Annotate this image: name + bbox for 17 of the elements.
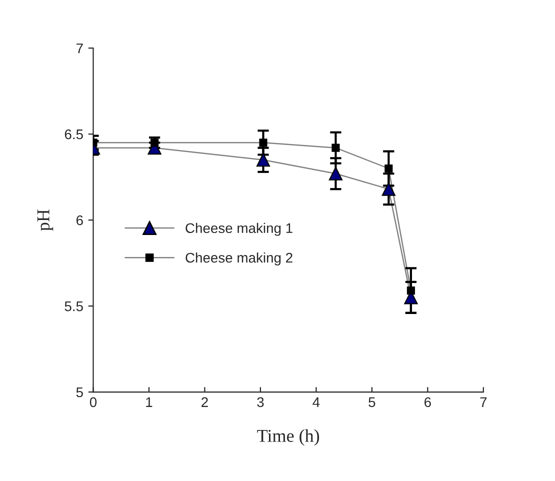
legend-label: Cheese making 2: [186, 252, 292, 266]
x-tick-label: 7: [480, 397, 487, 407]
x-tick-label: 1: [146, 397, 152, 407]
y-tick-label: 6.5: [64, 129, 83, 140]
y-tick-label: 5: [76, 387, 83, 398]
y-tick-label: 6: [76, 215, 83, 226]
x-tick-label: 0: [90, 397, 97, 408]
x-tick-label: 4: [312, 397, 320, 407]
y-axis-title: pH: [37, 210, 54, 231]
x-axis-title: Time (h): [257, 429, 320, 446]
x-tick-label: 5: [368, 397, 376, 408]
x-tick-label: 2: [202, 397, 208, 407]
x-tick-label: 3: [257, 397, 264, 408]
legend-label: Cheese making 1: [186, 222, 292, 236]
x-tick-label: 6: [424, 397, 431, 408]
y-tick-label: 7: [76, 44, 83, 54]
y-tick-label: 5.5: [64, 302, 83, 312]
